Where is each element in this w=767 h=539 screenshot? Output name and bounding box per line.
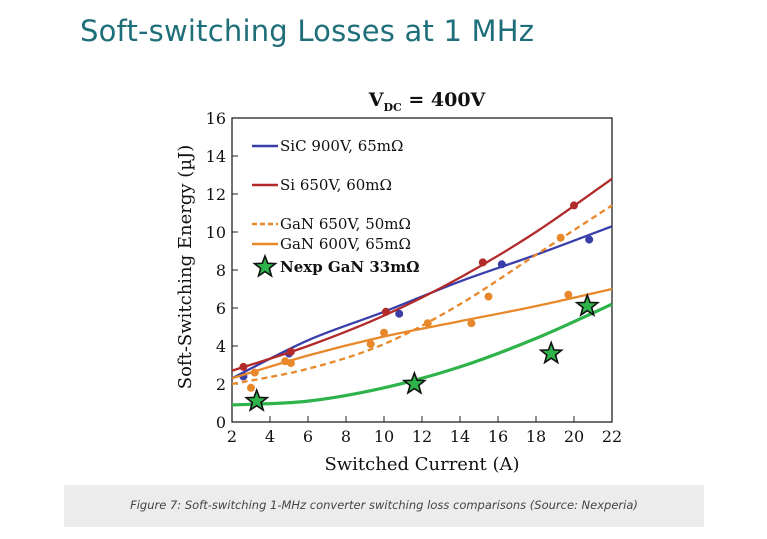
- data-point: [497, 260, 506, 269]
- data-point: [239, 362, 248, 371]
- y-tick-label: 2: [216, 375, 226, 394]
- x-tick-label: 10: [374, 427, 394, 446]
- x-tick-label: 4: [265, 427, 275, 446]
- data-point-star: [401, 370, 428, 395]
- x-tick-label: 12: [412, 427, 432, 446]
- y-tick-label: 4: [216, 337, 226, 356]
- data-point-star: [574, 292, 600, 317]
- data-point: [585, 235, 594, 244]
- x-tick-label: 8: [341, 427, 351, 446]
- legend-star-icon: [252, 253, 278, 278]
- data-point: [381, 307, 390, 316]
- x-tick-label: 6: [303, 427, 313, 446]
- y-tick-label: 8: [216, 261, 226, 280]
- data-point: [380, 328, 388, 337]
- data-point: [286, 347, 295, 356]
- x-axis-label: Switched Current (A): [324, 454, 519, 475]
- data-point-star: [538, 340, 564, 365]
- series-line-1: [231, 225, 613, 380]
- series-line-5: [231, 302, 613, 407]
- x-tick-label: 22: [602, 427, 622, 446]
- legend-label: GaN 600V, 65mΩ: [280, 235, 411, 253]
- legend-label: GaN 650V, 50mΩ: [280, 215, 411, 233]
- data-point-star: [244, 387, 270, 412]
- legend-label: Si 650V, 60mΩ: [280, 176, 392, 194]
- data-point: [556, 233, 565, 242]
- series-line-3: [231, 204, 613, 386]
- x-tick-label: 20: [564, 427, 584, 446]
- y-tick-label: 10: [206, 223, 226, 242]
- chart-title: VDC = 400V: [368, 89, 487, 114]
- data-point: [366, 340, 375, 349]
- y-tick-label: 0: [216, 413, 226, 432]
- x-tick-label: 18: [526, 427, 546, 446]
- y-tick-label: 6: [216, 299, 226, 318]
- y-axis-label: Soft-Switching Energy (µJ): [175, 145, 196, 390]
- data-point: [467, 319, 476, 328]
- caption-box: Figure 7: Soft-switching 1-MHz converter…: [64, 485, 704, 527]
- data-point: [564, 290, 573, 299]
- y-tick-label: 14: [206, 147, 226, 166]
- y-tick-label: 12: [206, 185, 226, 204]
- page-title: Soft-switching Losses at 1 MHz: [80, 14, 535, 48]
- data-point: [478, 258, 487, 267]
- y-tick-label: 16: [206, 109, 226, 128]
- data-point: [250, 368, 259, 377]
- series-line-4: [231, 287, 613, 380]
- x-tick-label: 16: [488, 427, 508, 446]
- figure-caption: Figure 7: Soft-switching 1-MHz converter…: [130, 498, 638, 512]
- data-point: [484, 292, 493, 301]
- data-point: [570, 201, 578, 210]
- data-point: [247, 383, 255, 392]
- data-point: [423, 319, 432, 328]
- chart: VDC = 400V 2 4 6 8 10 12 14 16 18 20 2202468101214…: [175, 89, 623, 475]
- legend-label: SiC 900V, 65mΩ: [280, 137, 403, 155]
- x-tick-label: 2: [227, 427, 237, 446]
- legend-label: Nexp GaN 33mΩ: [280, 258, 419, 276]
- data-point: [281, 357, 290, 366]
- x-tick-label: 14: [450, 427, 470, 446]
- series-line-2: [231, 177, 613, 372]
- data-point: [395, 309, 404, 318]
